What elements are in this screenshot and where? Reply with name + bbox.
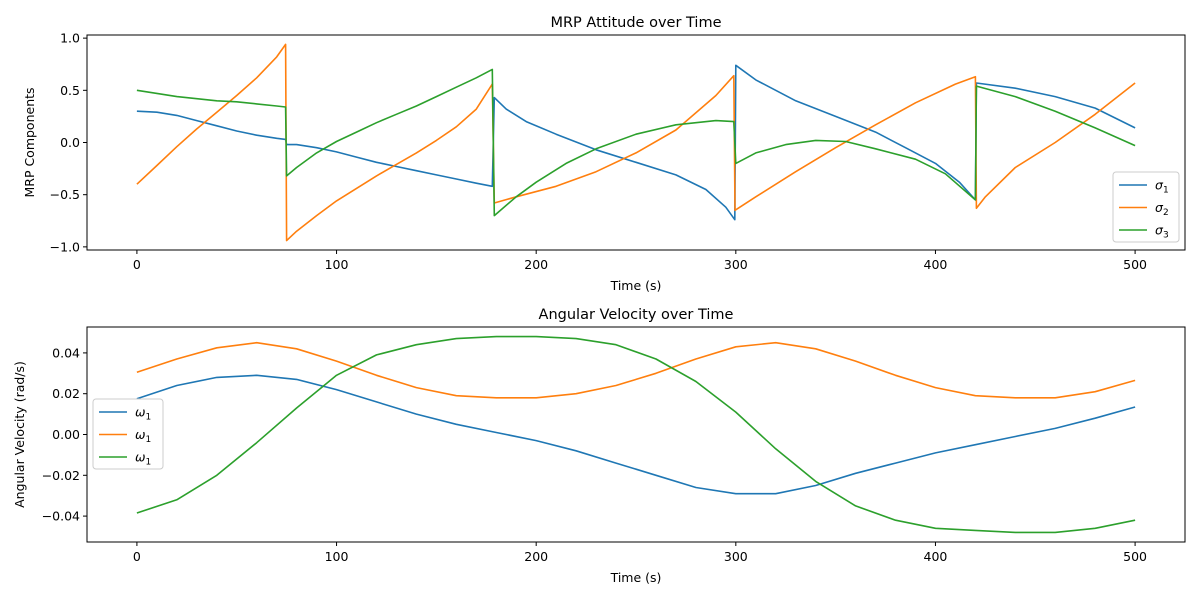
- mrp-legend-label-3: σ3: [1155, 223, 1169, 241]
- mrp-x-axis-label: Time (s): [610, 278, 662, 293]
- omega-legend-label-1: ω1: [135, 405, 151, 423]
- mrp-x-tick-label: 400: [924, 257, 948, 272]
- omega-x-tick-label: 300: [724, 549, 748, 564]
- omega-y-tick-label: 0.04: [52, 345, 80, 360]
- mrp-y-tick-label: −0.5: [50, 187, 80, 202]
- omega-x-tick-label: 0: [133, 549, 141, 564]
- omega-legend-box: [92, 398, 164, 470]
- mrp-x-tick-label: 500: [1123, 257, 1147, 272]
- omega-x-tick-label: 100: [325, 549, 349, 564]
- mrp-legend-label-2: σ2: [1155, 200, 1169, 218]
- mrp-attitude-subplot: MRP Attitude over Time 0 100 200 300 400 500 …: [22, 15, 1186, 293]
- mrp-x-ticks: 0 100 200 300 400 500: [133, 250, 1147, 272]
- mrp-y-tick-label: 0.0: [60, 135, 80, 150]
- mrp-series-line-3: [136, 68, 1136, 217]
- omega-y-tick-label: −0.04: [42, 509, 80, 524]
- omega-legend-label-2: ω1: [135, 427, 151, 445]
- omega-y-ticks: −0.04 −0.02 0.00 0.02 0.04: [42, 345, 87, 524]
- mrp-legend-label-1: σ1: [1155, 178, 1169, 196]
- omega-legend: ω1 ω1 ω1: [92, 398, 164, 470]
- mrp-x-tick-label: 100: [325, 257, 349, 272]
- omega-chart-title: Angular Velocity over Time: [539, 307, 734, 323]
- omega-series-line-2: [136, 341, 1136, 399]
- omega-y-tick-label: −0.02: [42, 468, 80, 483]
- omega-series-line-1: [136, 374, 1136, 495]
- mrp-y-tick-label: −1.0: [50, 239, 80, 254]
- mrp-x-tick-label: 200: [524, 257, 548, 272]
- omega-plot-lines: [136, 335, 1136, 534]
- omega-y-axis-label: Angular Velocity (rad/s): [12, 361, 27, 508]
- omega-y-tick-label: 0.02: [52, 386, 80, 401]
- omega-x-ticks: 0 100 200 300 400 500: [133, 542, 1147, 564]
- omega-legend-label-3: ω1: [135, 450, 151, 468]
- omega-x-axis-label: Time (s): [610, 570, 662, 585]
- mrp-plot-lines: [136, 43, 1136, 242]
- omega-x-tick-label: 400: [924, 549, 948, 564]
- mrp-chart-title: MRP Attitude over Time: [550, 15, 721, 31]
- omega-series-line-3: [136, 335, 1136, 534]
- omega-x-tick-label: 200: [524, 549, 548, 564]
- angular-velocity-subplot: Angular Velocity over Time 0 100 200 300 400…: [12, 307, 1186, 585]
- mrp-y-tick-label: 0.5: [60, 83, 80, 98]
- mrp-x-tick-label: 0: [133, 257, 141, 272]
- mrp-y-axis-label: MRP Components: [22, 87, 37, 197]
- mrp-series-line-1: [136, 64, 1136, 221]
- mrp-y-ticks: −1.0 −0.5 0.0 0.5 1.0: [50, 31, 87, 254]
- mrp-legend: σ1 σ2 σ3: [1112, 171, 1180, 243]
- mrp-x-tick-label: 300: [724, 257, 748, 272]
- omega-y-tick-label: 0.00: [52, 427, 80, 442]
- omega-x-tick-label: 500: [1123, 549, 1147, 564]
- mrp-y-tick-label: 1.0: [60, 31, 80, 46]
